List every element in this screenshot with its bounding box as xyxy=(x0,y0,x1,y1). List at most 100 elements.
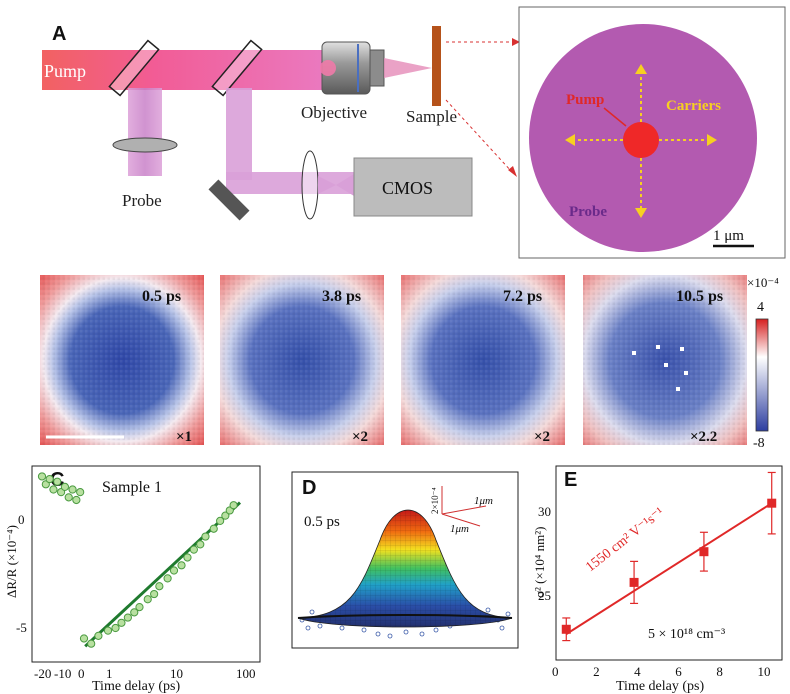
pump-spot xyxy=(623,122,659,158)
data-point-c xyxy=(87,639,96,648)
data-point-c xyxy=(169,566,179,575)
panel-e: E σ² (×10⁴ nm²) Time delay (ps) 1550 cm²… xyxy=(532,465,783,694)
colorbar: ×10⁻⁴ 4 -8 xyxy=(747,275,779,451)
data-point-c xyxy=(209,524,218,533)
mirror xyxy=(208,179,250,221)
data-point-e xyxy=(561,624,571,634)
plot-area-c xyxy=(37,472,242,648)
cmos-label: CMOS xyxy=(382,178,433,198)
plot-frame-e xyxy=(555,465,783,661)
sample-plate xyxy=(432,26,441,106)
fit-line-e xyxy=(565,502,773,635)
panel-c: C Sample 1 ΔR/R (×10⁻⁴) Time delay (ps) … xyxy=(4,465,261,694)
ytick-c-0: 0 xyxy=(18,512,25,527)
density-label-e: 5 × 10¹⁸ cm⁻³ xyxy=(648,627,725,642)
pump-label: Pump xyxy=(44,61,86,81)
beam-splitter-2 xyxy=(211,39,263,97)
axis-z-label-d: 2×10⁻⁴ xyxy=(430,488,440,514)
focus-cone xyxy=(318,176,336,194)
ylabel-e: σ² (×10⁴ nm²) xyxy=(532,527,547,598)
inset-pump-label: Pump xyxy=(566,92,604,108)
data-point-c xyxy=(229,501,238,510)
map-time-1: 0.5 ps xyxy=(142,288,181,305)
objective-ring xyxy=(369,49,385,87)
map-scale-2: ×2 xyxy=(352,429,368,445)
data-point-e xyxy=(699,547,709,557)
data-point-c xyxy=(183,553,192,562)
map-frame-2: 3.8 ps ×2 xyxy=(220,275,384,445)
tube-lens xyxy=(301,150,319,220)
panel-letter-d: D xyxy=(302,477,316,499)
inset-carriers-label: Carriers xyxy=(666,98,721,114)
panel-letter-e: E xyxy=(564,469,577,491)
detection-beam-horizontal xyxy=(226,172,354,194)
axis-triad-d xyxy=(441,486,487,527)
zoom-arrow-bottom xyxy=(445,99,513,173)
xtick-c-4: 10 xyxy=(170,666,183,681)
ytick-c-1: -5 xyxy=(16,620,27,635)
axis-y-label-d: 1μm xyxy=(450,523,469,535)
panel-a: A Pump Probe CMOS Objective Sample xyxy=(42,6,786,259)
panel-d: D 0.5 ps 2×10⁻⁴ 1μm 1μm xyxy=(291,471,519,649)
xlabel-e: Time delay (ps) xyxy=(616,679,704,694)
objective-label: Objective xyxy=(301,103,367,122)
xtick-e: 4 xyxy=(634,664,641,679)
data-point-c xyxy=(201,532,210,541)
pump-beam xyxy=(42,50,324,90)
data-point-c xyxy=(103,626,113,635)
data-point-c xyxy=(53,477,62,486)
xtick-c-0: -20 xyxy=(34,666,51,681)
sample-title-c: Sample 1 xyxy=(102,479,162,496)
map-scale-3: ×2 xyxy=(534,429,550,445)
map-time-2: 3.8 ps xyxy=(322,288,361,305)
ylabel-c: ΔR/R (×10⁻⁴) xyxy=(4,525,19,598)
axis-x-label-d: 1μm xyxy=(474,495,493,507)
data-point-e xyxy=(629,577,639,587)
objective-lens xyxy=(320,60,336,76)
xtick-e: 2 xyxy=(593,664,600,679)
panel-letter-a: A xyxy=(52,23,66,45)
xtick-c-2: 0 xyxy=(78,666,85,681)
xtick-c-3: 1 xyxy=(106,666,113,681)
xtick-e: 10 xyxy=(757,664,770,679)
plot-frame-c xyxy=(31,465,261,663)
data-point-c xyxy=(216,516,225,525)
carrier-arrows xyxy=(573,72,709,210)
surface-edge xyxy=(297,614,513,619)
probe-lens xyxy=(112,137,178,153)
data-point-c xyxy=(45,474,54,484)
data-point-c xyxy=(49,485,58,494)
xtick-e: 6 xyxy=(675,664,682,679)
beam-splitter-1 xyxy=(108,39,160,97)
data-point-c xyxy=(177,561,186,570)
inset-probe-label: Probe xyxy=(569,204,607,220)
data-point-c xyxy=(135,603,144,612)
data-point-c xyxy=(123,613,132,622)
panel-b: B 0.5 ps ×1 3.8 ps ×2 7.2 ps ×2 10.5 ps … xyxy=(40,275,779,451)
data-point-c xyxy=(117,618,126,627)
data-point-c xyxy=(143,595,152,604)
data-point-c xyxy=(130,608,139,617)
data-point-c xyxy=(150,589,159,599)
data-point-c xyxy=(221,511,230,520)
plot-area-e xyxy=(561,471,777,642)
data-point-c xyxy=(189,545,198,554)
data-point-c xyxy=(64,493,73,502)
mobility-label-e: 1550 cm² V⁻¹s⁻¹ xyxy=(583,505,667,575)
ytick-e-1: 30 xyxy=(538,504,551,519)
xtick-c-5: 100 xyxy=(236,666,256,681)
data-point-c xyxy=(76,488,85,497)
map-time-3: 7.2 ps xyxy=(503,288,542,305)
map-time-4: 10.5 ps xyxy=(676,288,723,305)
data-point-c xyxy=(60,482,70,492)
probe-beam-vertical xyxy=(128,88,162,176)
time-label-d: 0.5 ps xyxy=(304,514,340,530)
xticks-e: 0 2 4 6 8 10 xyxy=(552,664,770,679)
xtick-e: 8 xyxy=(716,664,723,679)
data-point-c xyxy=(72,495,81,505)
xlabel-c: Time delay (ps) xyxy=(92,679,180,694)
colorbar-min: -8 xyxy=(753,436,765,451)
data-point-c xyxy=(196,540,205,549)
colorbar-exponent: ×10⁻⁴ xyxy=(747,275,779,290)
map-frame-1: 0.5 ps ×1 xyxy=(40,275,204,445)
